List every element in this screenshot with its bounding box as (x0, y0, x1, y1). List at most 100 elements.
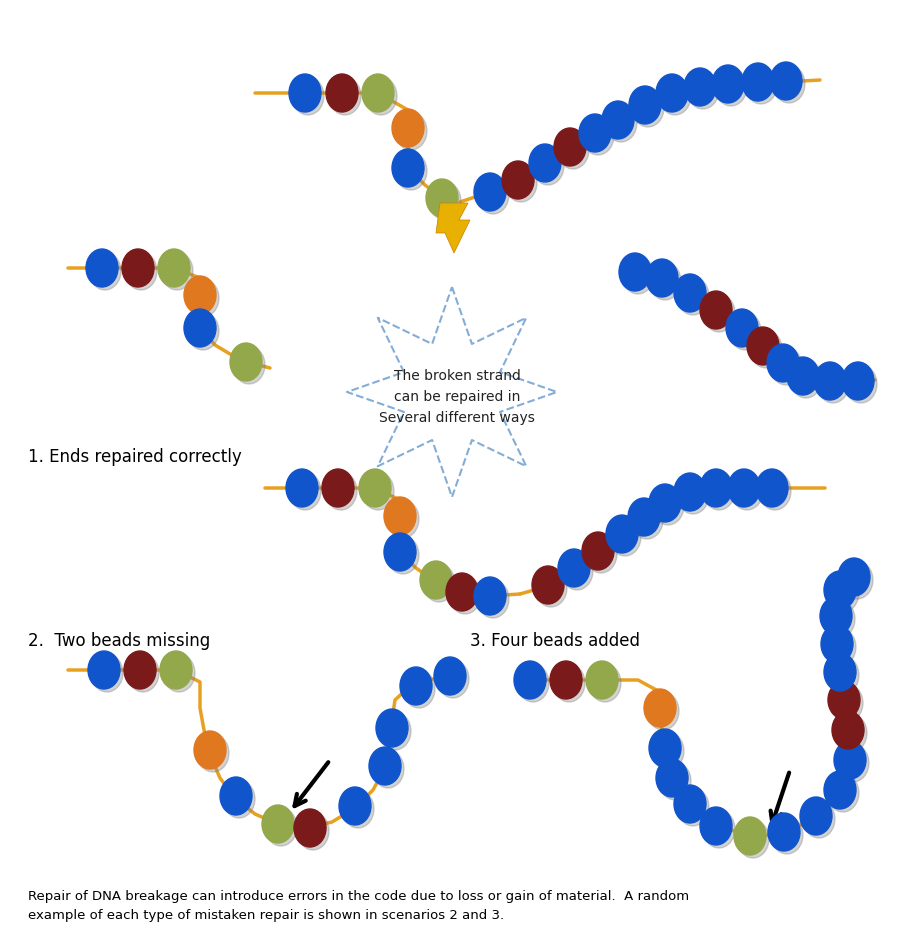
Ellipse shape (187, 279, 219, 317)
Ellipse shape (194, 731, 226, 769)
Ellipse shape (362, 472, 394, 510)
Ellipse shape (289, 472, 321, 510)
Ellipse shape (659, 762, 691, 800)
Ellipse shape (656, 74, 688, 112)
Ellipse shape (703, 472, 735, 510)
Ellipse shape (790, 360, 822, 398)
Ellipse shape (700, 807, 732, 845)
Ellipse shape (649, 484, 681, 522)
Ellipse shape (262, 805, 294, 843)
Ellipse shape (294, 809, 326, 847)
Ellipse shape (767, 344, 799, 382)
Ellipse shape (342, 790, 374, 828)
Ellipse shape (659, 77, 691, 115)
Ellipse shape (582, 117, 614, 155)
Ellipse shape (529, 144, 561, 182)
Ellipse shape (502, 161, 534, 199)
Ellipse shape (606, 515, 638, 553)
Ellipse shape (628, 498, 660, 536)
Ellipse shape (517, 664, 549, 702)
Ellipse shape (728, 469, 760, 507)
Ellipse shape (674, 473, 706, 511)
Ellipse shape (824, 571, 856, 609)
Ellipse shape (602, 101, 634, 139)
Ellipse shape (265, 808, 297, 846)
Ellipse shape (589, 664, 621, 702)
Ellipse shape (835, 714, 867, 752)
Ellipse shape (86, 249, 118, 287)
Ellipse shape (759, 472, 791, 510)
Ellipse shape (677, 788, 709, 826)
Ellipse shape (824, 771, 856, 809)
Ellipse shape (122, 249, 154, 287)
Ellipse shape (803, 800, 835, 838)
Ellipse shape (745, 66, 777, 104)
Ellipse shape (644, 689, 676, 727)
Ellipse shape (700, 469, 732, 507)
Ellipse shape (161, 252, 193, 290)
Ellipse shape (821, 625, 853, 663)
Text: 3. Four beads added: 3. Four beads added (470, 632, 640, 650)
Ellipse shape (832, 711, 864, 749)
Ellipse shape (88, 651, 120, 689)
Ellipse shape (827, 774, 859, 812)
Ellipse shape (609, 518, 641, 556)
Ellipse shape (558, 549, 590, 587)
Ellipse shape (184, 276, 216, 314)
Ellipse shape (828, 681, 860, 719)
Text: 2.  Two beads missing: 2. Two beads missing (28, 632, 211, 650)
Ellipse shape (703, 810, 735, 848)
Ellipse shape (550, 661, 582, 699)
Ellipse shape (823, 600, 855, 638)
Ellipse shape (827, 656, 859, 694)
Ellipse shape (834, 741, 866, 779)
Ellipse shape (89, 252, 121, 290)
Ellipse shape (220, 777, 252, 815)
Ellipse shape (429, 182, 461, 220)
Ellipse shape (647, 692, 679, 730)
Ellipse shape (477, 176, 509, 214)
Ellipse shape (771, 816, 803, 854)
Ellipse shape (842, 362, 874, 400)
Ellipse shape (339, 787, 371, 825)
Ellipse shape (656, 759, 688, 797)
Ellipse shape (233, 346, 265, 384)
Ellipse shape (289, 74, 321, 112)
Ellipse shape (532, 147, 564, 185)
Ellipse shape (787, 357, 819, 395)
Ellipse shape (230, 343, 262, 381)
Ellipse shape (326, 74, 358, 112)
Ellipse shape (838, 558, 870, 596)
Ellipse shape (768, 813, 800, 851)
Ellipse shape (649, 729, 681, 767)
Ellipse shape (831, 684, 863, 722)
Ellipse shape (127, 654, 159, 692)
Ellipse shape (817, 365, 849, 403)
Ellipse shape (420, 561, 452, 599)
Ellipse shape (392, 109, 424, 147)
Ellipse shape (477, 580, 509, 618)
Ellipse shape (726, 309, 758, 347)
Ellipse shape (687, 71, 719, 109)
Ellipse shape (449, 576, 481, 614)
Ellipse shape (649, 262, 681, 300)
Ellipse shape (395, 112, 427, 150)
Ellipse shape (770, 62, 802, 100)
Ellipse shape (629, 86, 661, 124)
Ellipse shape (824, 653, 856, 691)
Ellipse shape (677, 277, 709, 315)
Ellipse shape (474, 173, 506, 211)
Ellipse shape (561, 552, 593, 590)
Ellipse shape (800, 797, 832, 835)
Ellipse shape (297, 812, 329, 850)
Text: 1. Ends repaired correctly: 1. Ends repaired correctly (28, 448, 242, 466)
Ellipse shape (124, 651, 156, 689)
Ellipse shape (163, 654, 195, 692)
Ellipse shape (827, 574, 859, 612)
Ellipse shape (586, 661, 618, 699)
Ellipse shape (747, 327, 779, 365)
Ellipse shape (742, 63, 774, 101)
Ellipse shape (731, 472, 763, 510)
Ellipse shape (379, 712, 411, 750)
Text: The broken strand
can be repaired in
Several different ways: The broken strand can be repaired in Sev… (379, 369, 535, 425)
